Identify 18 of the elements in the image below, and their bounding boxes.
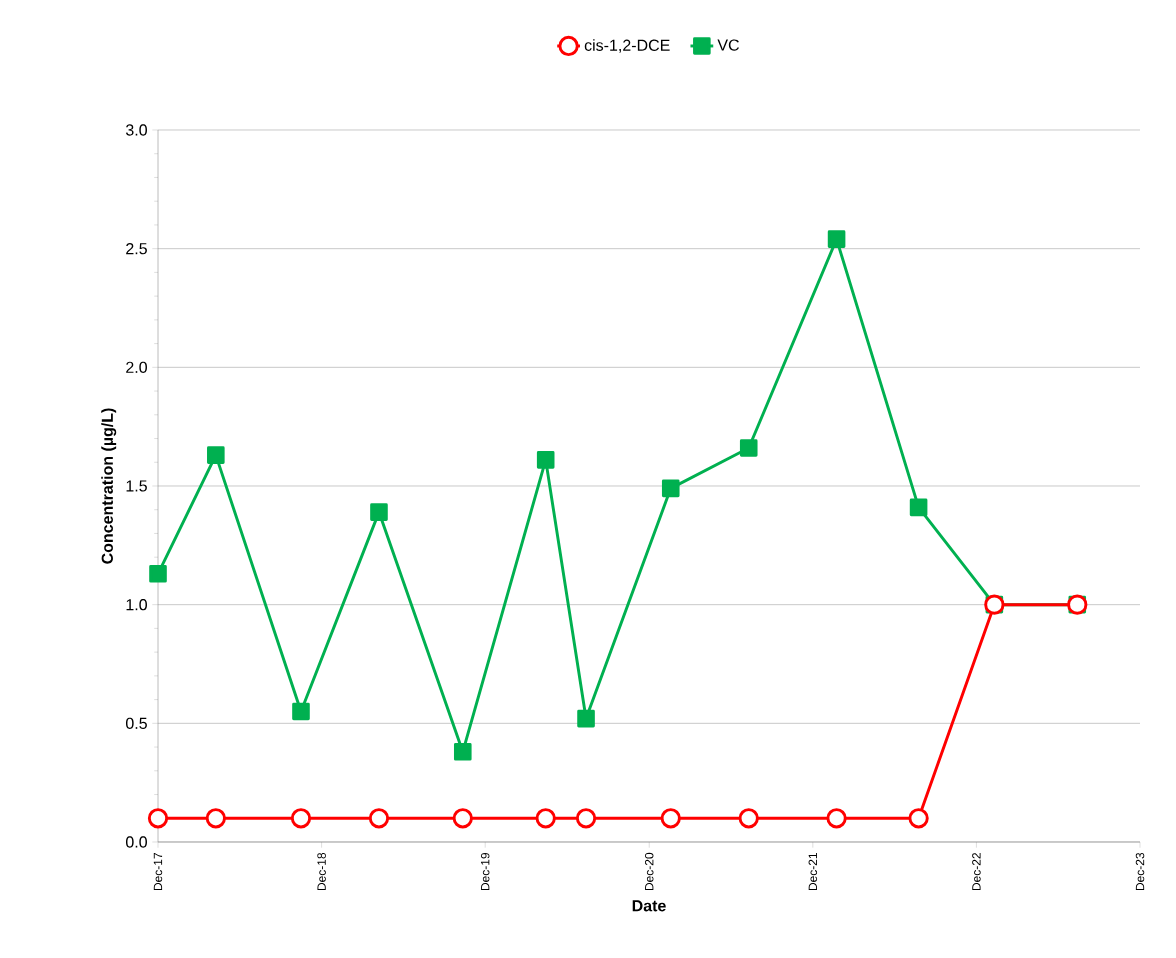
x-axis-title: Date (632, 900, 666, 912)
y-tick-label: 0.5 (125, 717, 147, 729)
x-tick-label: Dec-20 (644, 852, 654, 891)
y-tick-label: 2.0 (126, 361, 147, 373)
legend-label: cis-1,2-DCE (584, 39, 670, 53)
x-tick-label: Dec-23 (1135, 852, 1145, 891)
y-tick-label: 0.0 (125, 836, 147, 848)
y-tick-label: 1.0 (126, 599, 147, 611)
legend-label: VC (717, 39, 739, 51)
x-tick-label: Dec-19 (480, 852, 490, 891)
x-tick-label: Dec-22 (972, 853, 981, 891)
y-tick-label: 3.0 (125, 124, 147, 136)
y-tick-label: 2.5 (126, 243, 147, 255)
y-axis-title: Concentration (µg/L) (101, 408, 117, 564)
x-tick-label: Dec-17 (153, 853, 163, 891)
y-tick-label: 1.5 (126, 480, 147, 492)
x-tick-label: Dec-21 (808, 853, 818, 891)
x-tick-label: Dec-18 (317, 852, 326, 891)
